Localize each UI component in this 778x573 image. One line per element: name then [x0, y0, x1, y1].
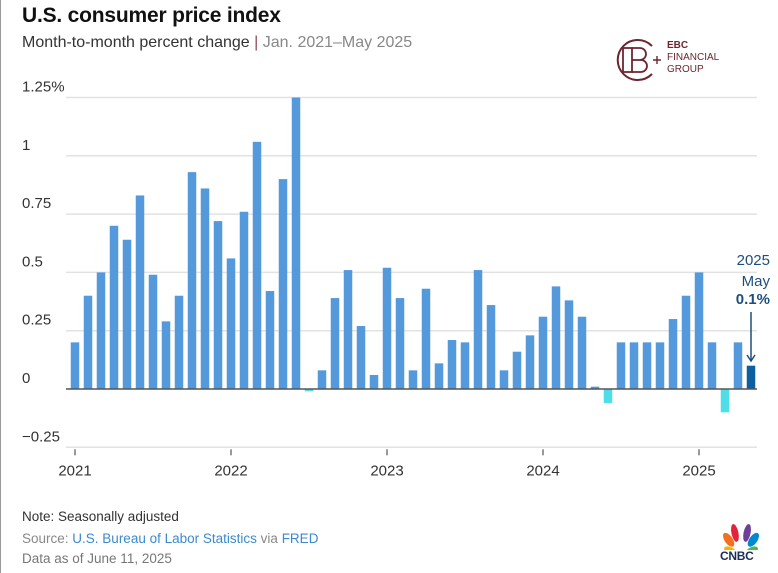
bar: [96, 272, 106, 389]
y-tick-label: −0.25: [22, 428, 60, 445]
bar: [616, 342, 626, 389]
bar: [538, 316, 548, 389]
bar: [148, 274, 158, 389]
subtitle-range: Jan. 2021–May 2025: [262, 34, 413, 51]
bar: [655, 342, 665, 389]
bar: [408, 370, 418, 389]
bar: [525, 335, 535, 389]
arrow-down-icon: [746, 354, 756, 363]
footer-as-of: Data as of June 11, 2025: [22, 551, 172, 566]
bar: [603, 389, 613, 403]
bar: [252, 141, 262, 389]
ebc-logo: EBC FINANCIAL GROUP: [612, 36, 752, 84]
bar: [265, 291, 275, 389]
bar: [577, 316, 587, 389]
ebc-logo-icon: [616, 39, 661, 81]
bar: [122, 239, 132, 389]
bar: [83, 295, 93, 389]
bars: [70, 97, 756, 413]
bar: [213, 221, 223, 389]
bar: [681, 295, 691, 389]
y-tick-label: 1: [22, 137, 30, 154]
bar: [161, 321, 171, 389]
bar: [499, 370, 509, 389]
latest-annotation: 2025 May 0.1%: [736, 252, 771, 363]
bar: [460, 342, 470, 389]
peacock-icon: [722, 524, 760, 557]
bar: [278, 179, 288, 389]
bar: [135, 195, 145, 389]
subtitle-separator: |: [254, 34, 259, 51]
source-link-bls[interactable]: U.S. Bureau of Labor Statistics: [72, 531, 257, 546]
bar: [356, 326, 366, 389]
bar: [629, 342, 639, 389]
x-tick-label: 2024: [526, 462, 559, 479]
left-border: [0, 0, 1, 573]
cnbc-logo: CNBC: [716, 520, 766, 566]
bar: [642, 342, 652, 389]
bar: [551, 286, 561, 389]
x-tick-label: 2022: [214, 462, 247, 479]
bar: [330, 298, 340, 389]
subtitle-main: Month-to-month percent change: [22, 34, 250, 51]
bar: [239, 211, 249, 389]
bar: [447, 340, 457, 389]
y-tick-label: 0: [22, 370, 30, 387]
footer-source: Source: U.S. Bureau of Labor Statistics …: [22, 531, 318, 546]
x-tick-label: 2021: [58, 462, 91, 479]
y-tick-label: 0.75: [22, 195, 51, 212]
cnbc-wordmark: CNBC: [720, 549, 754, 563]
gridlines: [66, 96, 757, 449]
bar: [564, 300, 574, 389]
chart-subtitle: Month-to-month percent change | Jan. 202…: [22, 34, 412, 52]
bar: [200, 188, 210, 389]
y-tick-label: 0.5: [22, 253, 43, 270]
bar: [473, 270, 483, 389]
logo-line-1: EBC: [667, 40, 689, 51]
source-prefix: Source:: [22, 531, 69, 546]
bar: [668, 319, 678, 389]
footer-note: Note: Seasonally adjusted: [22, 509, 179, 524]
x-axis: 2021 2022 2023 2024 2025: [58, 449, 716, 479]
logo-line-3: GROUP: [667, 64, 704, 75]
logo-line-2: FINANCIAL: [667, 52, 720, 63]
bar: [226, 258, 236, 389]
bar: [343, 270, 353, 389]
bar: [733, 342, 743, 389]
bar: [395, 298, 405, 389]
bar: [707, 342, 717, 389]
y-tick-label: 0.25: [22, 312, 51, 329]
source-via: via: [260, 531, 278, 546]
annotation-year: 2025: [737, 252, 770, 269]
bar: [109, 225, 119, 389]
bar: [512, 351, 522, 389]
chart-plot: −0.25 0 0.25 0.5 0.75 1 1.25% 2021 2022 2023 2024…: [22, 79, 771, 480]
y-axis-labels: −0.25 0 0.25 0.5 0.75 1 1.25%: [22, 79, 65, 446]
bar: [304, 389, 314, 392]
bar: [486, 305, 496, 389]
annotation-month: May: [742, 273, 771, 290]
bar: [382, 267, 392, 389]
bar: [317, 370, 327, 389]
chart-title: U.S. consumer price index: [22, 4, 281, 27]
x-tick-label: 2025: [682, 462, 715, 479]
bar: [694, 272, 704, 389]
bar: [174, 295, 184, 389]
x-tick-label: 2023: [370, 462, 403, 479]
source-link-fred[interactable]: FRED: [281, 531, 319, 546]
bar: [187, 172, 197, 389]
bar: [590, 386, 600, 389]
bar: [291, 97, 301, 389]
ebc-logo-text: EBC FINANCIAL GROUP: [667, 40, 719, 76]
annotation-value: 0.1%: [736, 291, 770, 308]
bar: [434, 363, 444, 389]
bar: [421, 288, 431, 389]
bar: [720, 389, 730, 413]
bar: [369, 375, 379, 389]
bar: [746, 365, 756, 389]
bar: [70, 342, 80, 389]
y-tick-label: 1.25%: [22, 79, 65, 96]
